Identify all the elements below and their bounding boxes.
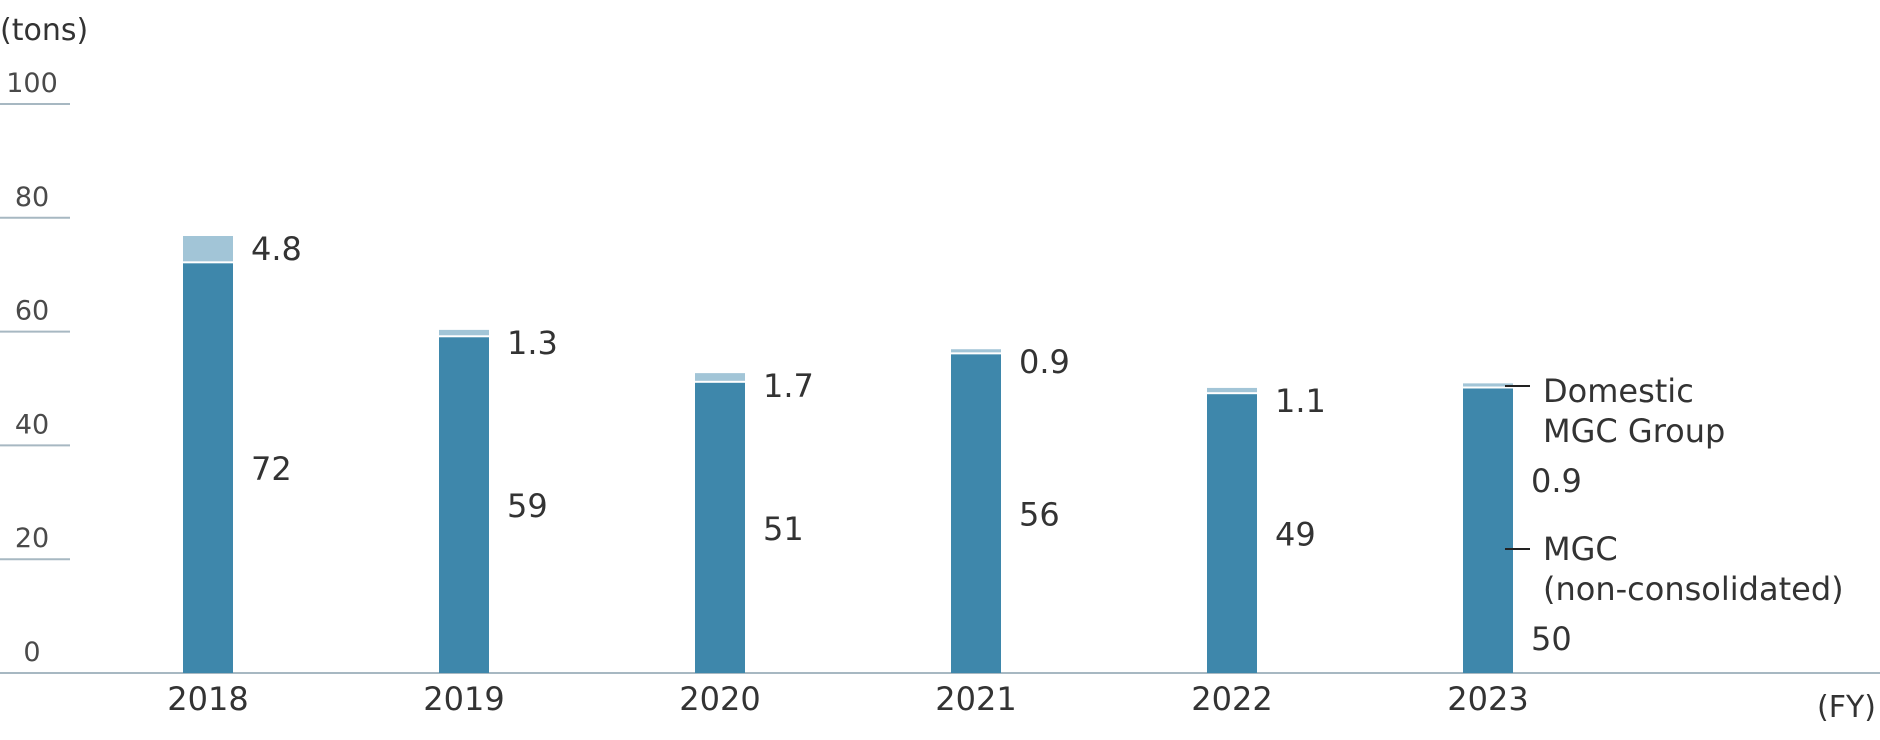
- bar-mgc: [183, 263, 233, 673]
- data-label-mgc: 51: [763, 510, 804, 548]
- x-tick-label: 2020: [679, 680, 760, 718]
- bar-domestic-group: [439, 329, 489, 336]
- data-label-mgc: 50: [1531, 620, 1572, 658]
- y-tick-label: 80: [15, 182, 49, 213]
- legend-domestic-label-line1: Domestic: [1543, 372, 1694, 410]
- data-label-domestic-group: 0.9: [1019, 343, 1070, 381]
- y-tick-label: 100: [6, 68, 58, 99]
- bars-group: 2018 72 4.8 2019 59 1.3 2020 51 1.7 2021 56 0.9 2022…: [167, 230, 1582, 718]
- bar-mgc: [439, 337, 489, 673]
- bar-mgc: [695, 382, 745, 673]
- y-axis-unit-label: (tons): [0, 13, 88, 48]
- data-label-domestic-group: 0.9: [1531, 462, 1582, 500]
- legend-mgc-label-line1: MGC: [1543, 530, 1618, 568]
- x-axis-unit-label: (FY): [1817, 690, 1876, 725]
- x-tick-label: 2022: [1191, 680, 1272, 718]
- data-label-domestic-group: 1.3: [507, 324, 558, 362]
- data-label-domestic-group: 1.7: [763, 367, 814, 405]
- y-axis-ticks: 0 20 40 60 80 100: [0, 68, 70, 668]
- legend-domestic-label-line2: MGC Group: [1543, 412, 1725, 450]
- x-tick-label: 2019: [423, 680, 504, 718]
- data-label-domestic-group: 1.1: [1275, 382, 1326, 420]
- bar-domestic-group: [183, 236, 233, 262]
- x-tick-label: 2023: [1447, 680, 1528, 718]
- data-label-mgc: 49: [1275, 516, 1316, 554]
- data-label-mgc: 56: [1019, 496, 1060, 534]
- bar-domestic-group: [1207, 387, 1257, 393]
- data-label-mgc: 59: [507, 487, 548, 525]
- legend-mgc-label-line2: (non-consolidated): [1543, 570, 1844, 608]
- bar-mgc: [1463, 388, 1513, 673]
- bar-mgc: [951, 354, 1001, 673]
- bar-mgc: [1207, 394, 1257, 673]
- legend: Domestic MGC Group MGC (non-consolidated…: [1505, 372, 1844, 608]
- data-label-domestic-group: 4.8: [251, 230, 302, 268]
- y-tick-label: 0: [23, 637, 40, 668]
- y-tick-label: 20: [15, 523, 49, 554]
- y-tick-label: 60: [15, 296, 49, 327]
- y-tick-label: 40: [15, 409, 49, 440]
- bar-domestic-group: [1463, 383, 1513, 387]
- data-label-mgc: 72: [251, 450, 292, 488]
- x-tick-label: 2021: [935, 680, 1016, 718]
- bar-domestic-group: [695, 373, 745, 381]
- x-tick-label: 2018: [167, 680, 248, 718]
- bar-domestic-group: [951, 349, 1001, 353]
